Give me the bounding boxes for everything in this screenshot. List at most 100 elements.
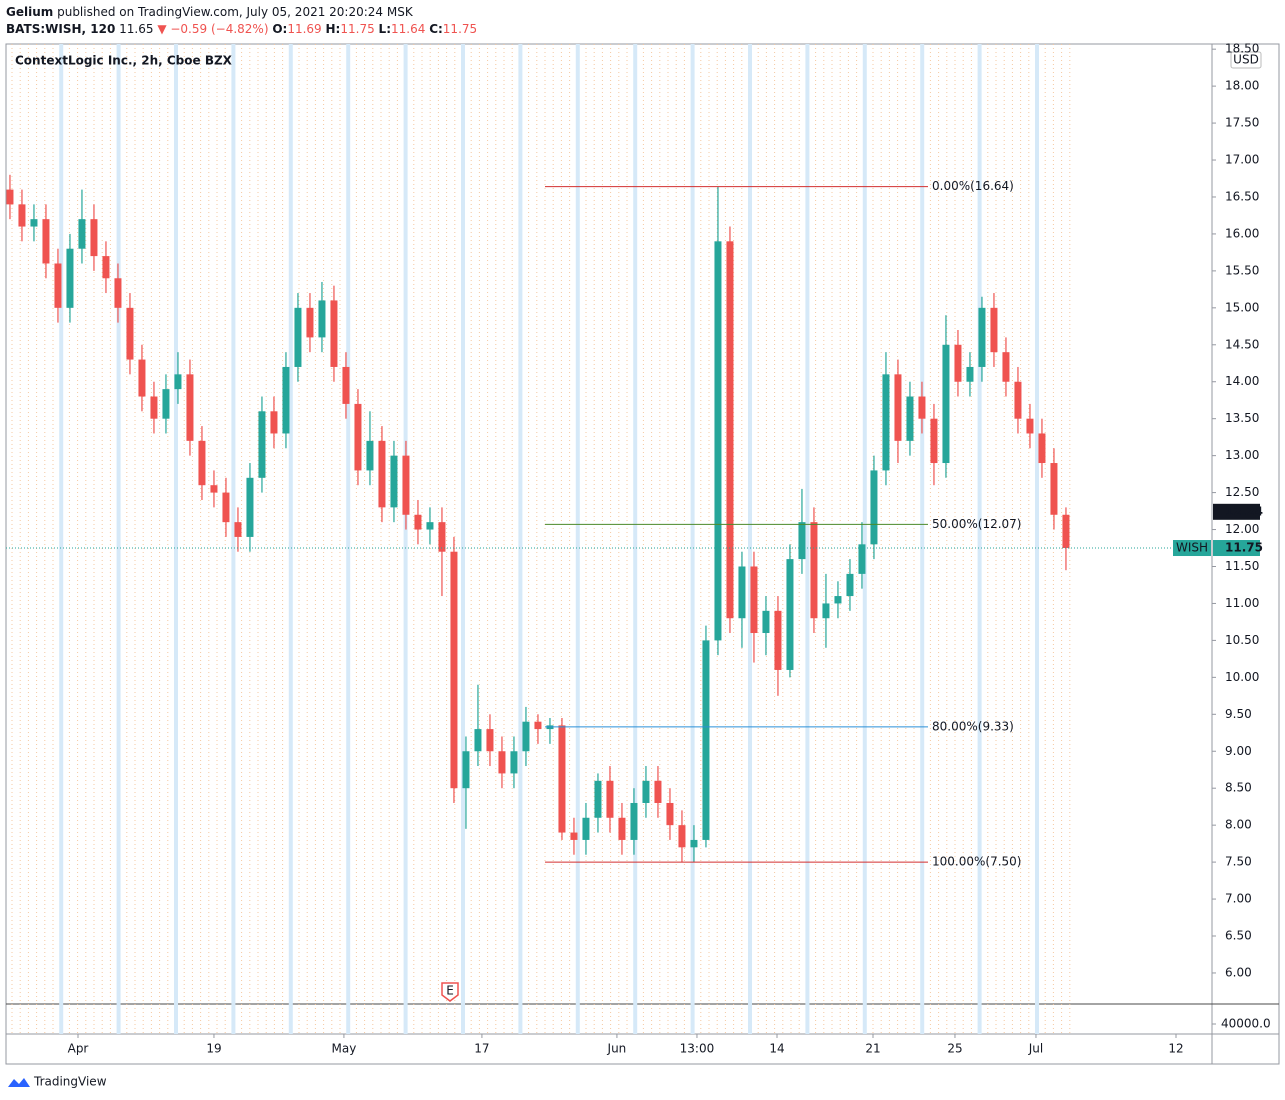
candle-body	[1014, 381, 1022, 419]
candle-body	[858, 544, 866, 574]
candle-body	[558, 725, 566, 833]
candle-body	[534, 721, 542, 730]
y-tick-label: 10.00	[1225, 670, 1259, 684]
y-tick-label: 11.50	[1225, 559, 1259, 573]
candle-body	[690, 839, 698, 848]
candle-body	[654, 780, 662, 803]
candle-body	[498, 751, 506, 774]
candle-body	[378, 440, 386, 508]
candle-body	[282, 366, 290, 434]
y-tick-label: 15.50	[1225, 263, 1259, 277]
symbol-tag-label: WISH	[1176, 541, 1208, 555]
y-tick-label: 15.00	[1225, 300, 1259, 314]
candle-body	[42, 219, 50, 264]
candle-body	[162, 389, 170, 419]
candle-body	[750, 566, 758, 634]
candle-body	[90, 219, 98, 257]
price-tag-label: 11.75	[1225, 541, 1263, 555]
y-tick-label: 13.50	[1225, 411, 1259, 425]
y-tick-label: 6.00	[1225, 965, 1252, 979]
y-tick-label: 17.50	[1225, 116, 1259, 130]
candle-body	[966, 366, 974, 382]
header: Gelium published on TradingView.com, Jul…	[6, 4, 477, 38]
y-tick-label: 11.00	[1225, 596, 1259, 610]
y-tick-label: 8.00	[1225, 818, 1252, 832]
candle-body	[462, 751, 470, 789]
candle-body	[6, 189, 14, 205]
price-tag	[1213, 540, 1260, 557]
footer: TradingView	[8, 1075, 107, 1089]
symbol: BATS:WISH, 120	[6, 22, 116, 36]
candle-body	[978, 307, 986, 367]
x-tick-label: 21	[865, 1042, 880, 1056]
candle-body	[306, 307, 314, 338]
author: Gelium	[6, 5, 54, 19]
symbol-tag	[1173, 540, 1211, 557]
ohlc-key: L:	[378, 22, 391, 36]
ohlc-value: 11.75	[340, 22, 375, 36]
candle-body	[702, 640, 710, 840]
ohlc-key: C:	[429, 22, 443, 36]
x-tick-label: Jun	[607, 1042, 627, 1056]
candle-body	[678, 825, 686, 848]
candle-body	[882, 374, 890, 471]
candle-body	[402, 455, 410, 515]
brand: TradingView	[33, 1075, 107, 1089]
currency-box	[1230, 51, 1262, 69]
candle-body	[606, 780, 614, 818]
candle-body	[342, 366, 350, 404]
candle-body	[174, 374, 182, 390]
x-tick-label: May	[332, 1042, 357, 1056]
fib-label: 50.00%(12.07)	[932, 517, 1021, 531]
y-tick-label: 14.00	[1225, 374, 1259, 388]
candle-body	[366, 440, 374, 471]
candle-body	[870, 470, 878, 545]
ohlc: O:11.69 H:11.75 L:11.64 C:11.75	[272, 22, 477, 36]
candle-body	[726, 241, 734, 619]
candle-body	[582, 817, 590, 840]
candle-body	[438, 522, 446, 552]
x-tick-label: 14	[769, 1042, 784, 1056]
candle-body	[918, 396, 926, 419]
candle-body	[102, 256, 110, 279]
candle-body	[1026, 418, 1034, 434]
candle-body	[450, 551, 458, 789]
candle-body	[126, 307, 134, 360]
candle-body	[66, 248, 74, 308]
y-tick-label: 17.00	[1225, 153, 1259, 167]
y-tick-label: 12.00	[1225, 522, 1259, 536]
candle-body	[1002, 352, 1010, 382]
x-tick-label: 19	[206, 1042, 221, 1056]
y-tick-label: 12.50	[1225, 485, 1259, 499]
candle-body	[594, 780, 602, 818]
header-line-2: BATS:WISH, 120 11.65 ▼ −0.59 (−4.82%) O:…	[6, 21, 477, 38]
candle-body	[1038, 433, 1046, 464]
candle-body	[234, 522, 242, 537]
candle-body	[294, 307, 302, 367]
candle-body	[18, 204, 26, 227]
candle-body	[810, 522, 818, 619]
candle-body	[762, 610, 770, 634]
y-tick-label: 8.50	[1225, 781, 1252, 795]
candle-body	[138, 359, 146, 397]
y-tick-label: 16.50	[1225, 189, 1259, 203]
x-tick-label: 13:00	[680, 1042, 715, 1056]
volume-tick-label: 40000.0	[1221, 1017, 1271, 1031]
candle-body	[210, 485, 218, 493]
price-tag-label: 12.24	[1225, 504, 1263, 518]
y-tick-label: 18.50	[1225, 42, 1259, 56]
published: published on TradingView.com, July 05, 2…	[57, 5, 413, 19]
y-tick-label: 18.00	[1225, 79, 1259, 93]
y-tick-label: 10.50	[1225, 633, 1259, 647]
candle-body	[906, 396, 914, 441]
candle-body	[318, 300, 326, 338]
earnings-label: E	[446, 984, 454, 998]
candle-body	[330, 300, 338, 367]
brand-logo	[8, 1078, 30, 1087]
x-tick-label: Apr	[68, 1042, 89, 1056]
currency: USD	[1233, 53, 1259, 67]
candle-body	[78, 219, 86, 249]
ohlc-value: 11.75	[442, 22, 478, 36]
candle-body	[570, 832, 578, 840]
